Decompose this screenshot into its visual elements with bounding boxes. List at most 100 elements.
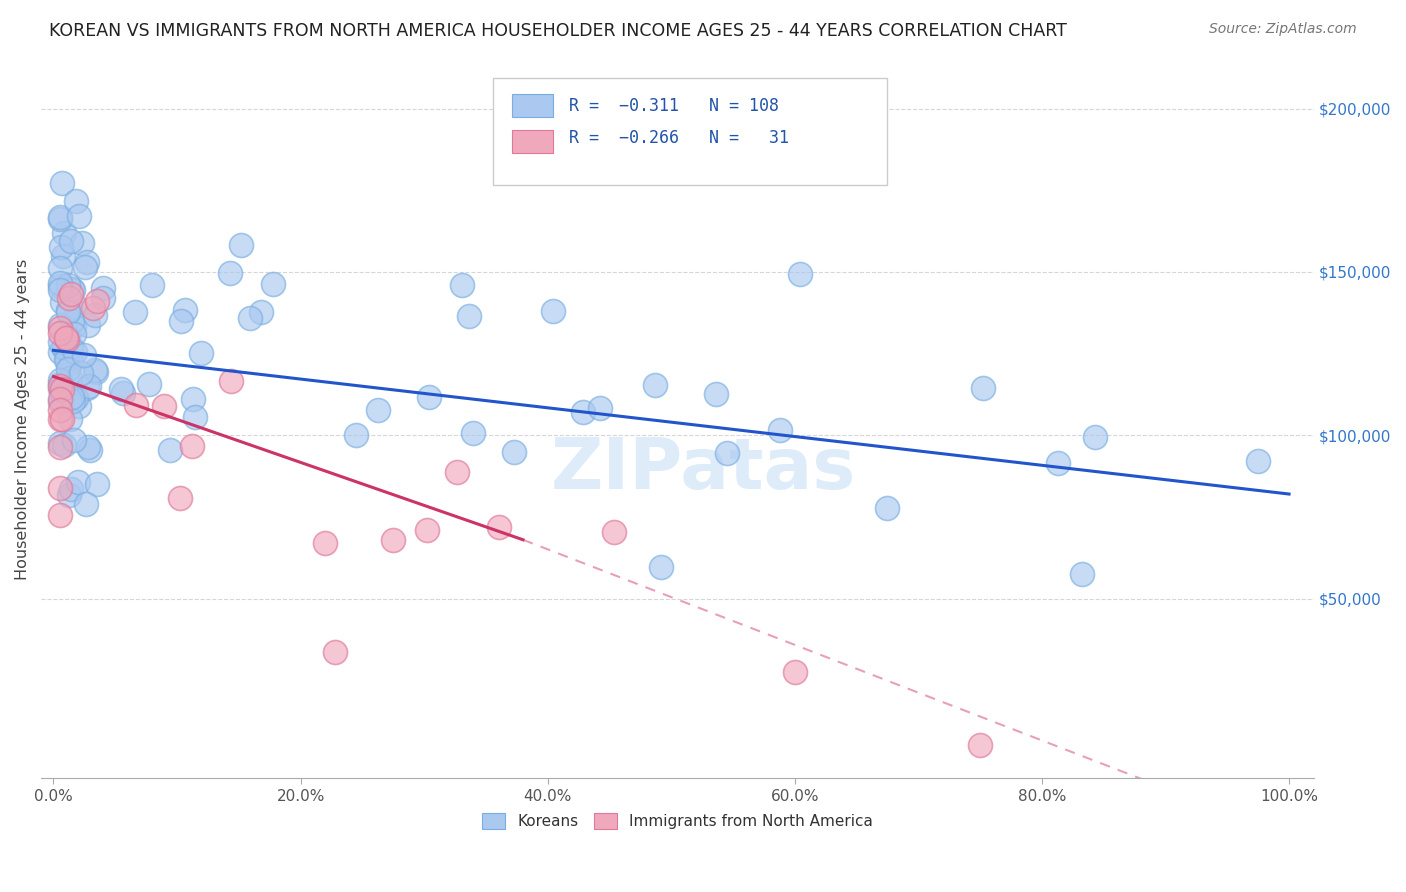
Point (124, 305, 146, 319)
Point (63, 318, 86, 333)
Point (174, 303, 197, 318)
Point (56, 278, 79, 293)
Point (60, 234, 83, 248)
Point (70, 366, 93, 380)
Point (344, 427, 367, 442)
Point (457, 309, 479, 323)
Point (65, 194, 87, 209)
Point (48, 377, 70, 392)
Point (1084, 430, 1107, 444)
Point (51, 382, 73, 396)
Point (644, 377, 666, 392)
Point (60, 340, 83, 354)
Point (91, 281, 114, 295)
Point (184, 410, 207, 425)
Point (159, 442, 181, 457)
Point (418, 391, 440, 405)
Text: KOREAN VS IMMIGRANTS FROM NORTH AMERICA HOUSEHOLDER INCOME AGES 25 - 44 YEARS CO: KOREAN VS IMMIGRANTS FROM NORTH AMERICA … (49, 22, 1067, 40)
Point (52, 340, 75, 354)
Point (969, 739, 991, 753)
Legend: Koreans, Immigrants from North America: Koreans, Immigrants from North America (477, 807, 879, 835)
Point (48, 278, 70, 293)
Point (63, 345, 86, 359)
Bar (512, 94, 553, 117)
Point (789, 267, 811, 281)
Point (704, 387, 727, 401)
Point (541, 303, 564, 318)
Point (60, 354, 83, 368)
Point (48, 395, 70, 409)
Point (1047, 456, 1070, 470)
Point (138, 376, 160, 391)
Point (55, 331, 77, 345)
Point (170, 314, 193, 328)
Point (58, 305, 80, 319)
Point (76, 255, 98, 269)
Point (323, 645, 346, 659)
Point (48, 482, 70, 496)
Point (86, 477, 108, 491)
Text: ZIPatas: ZIPatas (550, 434, 855, 504)
Point (73, 347, 96, 361)
Point (1247, 454, 1270, 468)
Point (63, 299, 86, 313)
Point (503, 444, 526, 458)
Point (49, 211, 72, 226)
Point (48, 283, 70, 297)
Point (48, 373, 70, 387)
Point (1071, 566, 1094, 581)
Point (84, 308, 107, 322)
Point (768, 423, 790, 437)
Point (650, 560, 672, 574)
Point (219, 374, 242, 388)
Point (153, 399, 176, 413)
Point (52, 340, 75, 354)
Point (84, 363, 107, 377)
Point (76, 381, 98, 395)
Point (67, 475, 90, 489)
Point (716, 446, 738, 460)
Point (55, 352, 77, 367)
Point (49, 345, 72, 359)
Point (219, 266, 242, 280)
Point (48, 382, 70, 396)
Point (250, 305, 273, 319)
Point (56, 333, 79, 347)
Point (77, 318, 100, 333)
Point (52, 389, 75, 403)
Point (52, 249, 75, 263)
Point (55, 352, 77, 367)
Point (63, 326, 86, 341)
Point (461, 426, 484, 441)
Point (49, 240, 72, 254)
Point (239, 310, 262, 325)
Point (63, 434, 86, 448)
Point (169, 491, 191, 505)
Point (110, 382, 132, 396)
Point (51, 388, 73, 402)
Point (75, 260, 97, 275)
Point (48, 318, 70, 332)
Point (49, 210, 72, 224)
Point (783, 665, 806, 679)
Point (451, 278, 474, 293)
Point (79, 442, 101, 457)
Point (181, 392, 204, 406)
Point (72, 235, 94, 250)
Point (91, 291, 114, 305)
Point (58, 488, 80, 502)
Y-axis label: Householder Income Ages 25 - 44 years: Householder Income Ages 25 - 44 years (15, 259, 30, 580)
Point (603, 525, 626, 540)
Point (58, 412, 80, 426)
Bar (512, 130, 553, 153)
Point (125, 398, 148, 412)
Point (381, 533, 404, 547)
Point (59, 482, 82, 496)
Point (48, 326, 70, 340)
Point (367, 402, 389, 417)
Point (876, 500, 898, 515)
Point (48, 403, 70, 417)
Point (48, 411, 70, 425)
Point (52, 226, 75, 240)
Point (67, 399, 90, 413)
